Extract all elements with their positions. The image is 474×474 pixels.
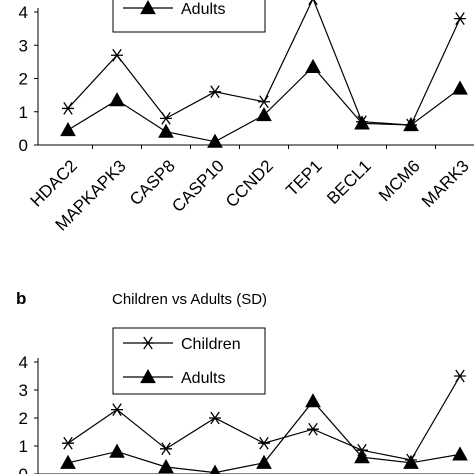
legend: Children Adults [112, 327, 266, 395]
y-tick-label: 1 [19, 103, 28, 122]
y-tick-label: 1 [19, 437, 28, 456]
data-point-adults [207, 133, 223, 148]
data-point-adults [452, 80, 468, 95]
data-point-adults [452, 446, 468, 461]
x-tick-label: CCND2 [222, 156, 277, 211]
data-point-adults [60, 454, 76, 469]
legend-label: Adults [181, 370, 225, 387]
data-point-children [62, 436, 74, 450]
data-point-children [258, 95, 270, 109]
x-tick-label: BECL1 [323, 156, 375, 208]
data-point-adults [209, 464, 221, 474]
data-point-adults [140, 368, 156, 384]
legend-box [112, 0, 266, 33]
y-tick-label: 0 [19, 465, 28, 474]
chart-panel-b: b Children vs Adults (SD) 0 1 2 3 4 Children Adu… [16, 289, 474, 474]
data-point-adults [256, 107, 272, 122]
y-tick-label: 0 [19, 136, 28, 155]
series-line-adults [67, 65, 461, 143]
data-point-children [209, 411, 221, 425]
data-point-adults [158, 458, 174, 474]
y-tick-label: 3 [19, 381, 28, 400]
series-adults [60, 393, 468, 474]
data-point-adults [140, 0, 156, 15]
legend-label: Children [181, 336, 241, 353]
data-point-children [307, 422, 319, 436]
data-point-children [454, 369, 466, 383]
data-point-children [111, 48, 123, 62]
data-point-adults [403, 454, 419, 469]
y-tick-label: 2 [19, 70, 28, 89]
data-point-children [111, 403, 123, 416]
data-point-adults [158, 123, 174, 138]
panel-letter: b [16, 289, 26, 308]
data-point-children [258, 436, 270, 450]
data-point-adults [109, 443, 125, 458]
data-point-children [160, 112, 172, 125]
data-point-children [142, 336, 154, 350]
data-point-adults [109, 92, 125, 107]
x-tick-label: MCM6 [375, 156, 424, 205]
y-tick-label: 4 [19, 353, 28, 372]
data-point-adults [60, 122, 76, 137]
data-point-children [308, 0, 318, 6]
y-tick-label: 2 [19, 409, 28, 428]
data-point-adults [354, 449, 370, 464]
x-tick-label: CASP10 [168, 156, 228, 216]
data-point-children [62, 102, 74, 115]
data-point-adults [403, 117, 419, 132]
legend-box [112, 327, 266, 395]
x-tick-label: TEP1 [282, 156, 326, 200]
legend: Adults [112, 0, 266, 33]
y-tick-label: 4 [19, 3, 28, 22]
data-point-adults [305, 393, 321, 408]
series-children [62, 369, 466, 467]
data-point-adults [305, 58, 321, 73]
chart-title: Children vs Adults (SD) [112, 291, 267, 308]
data-point-children [209, 85, 221, 99]
x-tick-label: MARK3 [418, 156, 473, 211]
data-point-adults [256, 454, 272, 469]
legend-label: Adults [181, 1, 225, 18]
data-point-adults [354, 115, 370, 130]
series-adults [60, 58, 468, 148]
data-point-children [454, 12, 466, 26]
data-point-children [160, 442, 172, 456]
y-tick-label: 3 [19, 36, 28, 55]
